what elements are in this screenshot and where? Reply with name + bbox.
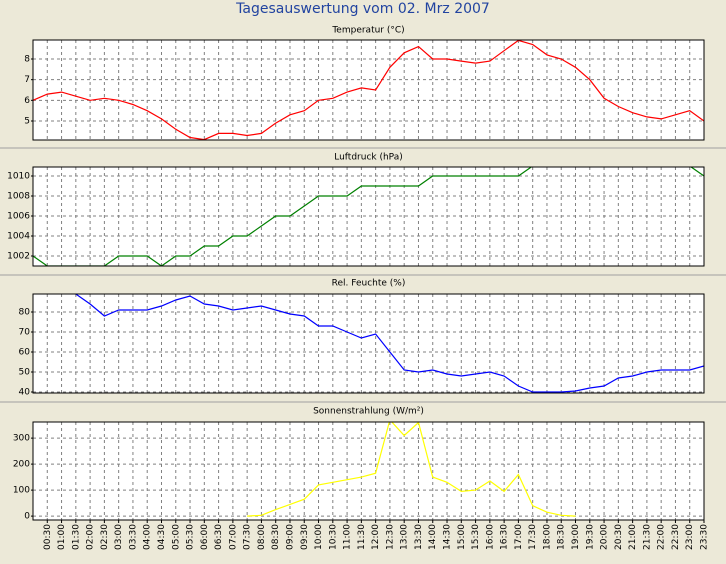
x-tick-label: 00:30	[43, 524, 53, 550]
x-tick-label: 02:30	[100, 524, 110, 550]
x-tick-label: 06:00	[200, 524, 210, 550]
page-title: Tagesauswertung vom 02. Mrz 2007	[235, 1, 490, 17]
x-tick-label: 16:00	[485, 524, 495, 550]
panel-title: Luftdruck (hPa)	[334, 153, 403, 163]
x-tick-label: 05:00	[171, 524, 181, 550]
x-tick-label: 17:00	[514, 524, 524, 550]
x-tick-label: 05:30	[186, 524, 196, 550]
plot-border	[32, 39, 705, 141]
plot-border	[32, 293, 705, 394]
y-tick-label: 60	[19, 348, 31, 358]
y-tick-label: 1004	[7, 232, 30, 242]
y-tick-label: 1002	[7, 252, 30, 262]
x-tick-label: 10:30	[328, 524, 338, 550]
plot-area	[33, 294, 704, 393]
x-tick-label: 18:00	[542, 524, 552, 550]
y-tick-label: 50	[19, 368, 31, 378]
x-tick-label: 19:30	[585, 524, 595, 550]
x-tick-label: 10:00	[314, 524, 324, 550]
panel-title: Rel. Feuchte (%)	[332, 279, 406, 289]
x-tick-label: 18:30	[557, 524, 567, 550]
x-tick-label: 14:30	[443, 524, 453, 550]
x-tick-label: 04:30	[157, 524, 167, 550]
x-tick-label: 13:00	[400, 524, 410, 550]
y-tick-label: 40	[19, 388, 31, 398]
x-tick-label: 11:30	[357, 524, 367, 550]
x-tick-label: 08:30	[271, 524, 281, 550]
panel-title: Sonnenstrahlung (W/m²)	[313, 407, 424, 417]
x-tick-label: 12:30	[385, 524, 395, 550]
panel-title: Temperatur (°C)	[331, 26, 404, 36]
plot-area	[33, 422, 704, 520]
x-tick-label: 04:00	[143, 524, 153, 550]
x-tick-label: 06:30	[214, 524, 224, 550]
plot-border	[32, 166, 705, 267]
series-line	[33, 167, 704, 266]
y-tick-label: 1008	[7, 192, 30, 202]
y-tick-label: 1010	[7, 172, 30, 182]
series-line	[33, 40, 704, 140]
x-tick-label: 14:00	[428, 524, 438, 550]
y-tick-label: 8	[24, 55, 30, 65]
y-tick-label: 100	[13, 486, 30, 496]
series-line	[73, 294, 704, 393]
x-tick-label: 07:00	[228, 524, 238, 550]
x-tick-label: 03:00	[114, 524, 124, 550]
x-tick-label: 11:00	[343, 524, 353, 550]
plot-border	[32, 421, 705, 521]
y-tick-label: 5	[24, 116, 30, 126]
x-tick-label: 23:30	[700, 524, 710, 550]
y-tick-label: 80	[19, 308, 31, 318]
x-tick-label: 08:00	[257, 524, 267, 550]
x-tick-label: 01:00	[57, 524, 67, 550]
x-tick-label: 21:30	[642, 524, 652, 550]
x-tick-label: 23:00	[685, 524, 695, 550]
x-tick-label: 16:30	[500, 524, 510, 550]
x-tick-label: 22:30	[671, 524, 681, 550]
x-tick-label: 09:00	[285, 524, 295, 550]
x-tick-label: 03:30	[128, 524, 138, 550]
x-tick-label: 15:00	[457, 524, 467, 550]
y-tick-label: 0	[24, 512, 30, 522]
x-tick-label: 01:30	[71, 524, 81, 550]
x-tick-label: 20:30	[614, 524, 624, 550]
x-tick-label: 13:30	[414, 524, 424, 550]
x-tick-label: 15:30	[471, 524, 481, 550]
y-tick-label: 70	[19, 328, 31, 338]
x-tick-label: 17:30	[528, 524, 538, 550]
y-tick-label: 7	[24, 75, 30, 85]
x-tick-label: 12:00	[371, 524, 381, 550]
y-tick-label: 300	[13, 434, 30, 444]
y-tick-label: 200	[13, 460, 30, 470]
y-tick-label: 1006	[7, 212, 30, 222]
plot-area	[33, 40, 704, 140]
x-tick-label: 07:30	[243, 524, 253, 550]
x-tick-label: 19:00	[571, 524, 581, 550]
x-tick-label: 09:30	[300, 524, 310, 550]
series-line	[247, 422, 576, 517]
x-tick-label: 20:00	[600, 524, 610, 550]
y-tick-label: 6	[24, 96, 30, 106]
x-tick-label: 21:00	[628, 524, 638, 550]
x-tick-label: 02:00	[86, 524, 96, 550]
x-tick-label: 22:00	[657, 524, 667, 550]
